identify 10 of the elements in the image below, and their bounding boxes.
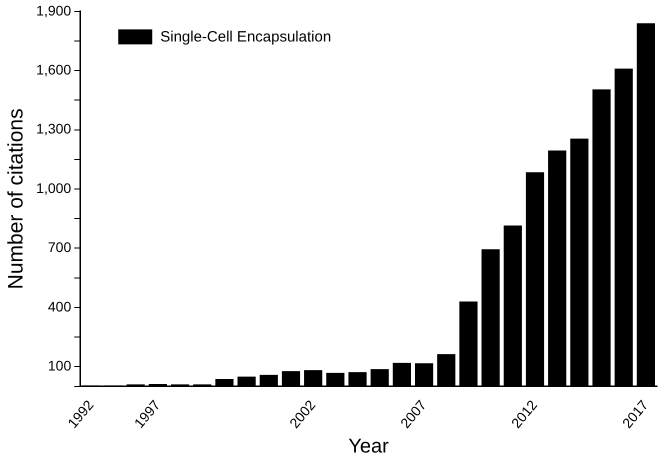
y-tick-label: 1,000 [36, 180, 72, 196]
y-axis-title: Number of citations [4, 108, 28, 290]
y-tick-label: 700 [48, 239, 72, 256]
y-tick-label: 1,300 [36, 120, 72, 137]
y-tick-label: 1,600 [36, 61, 72, 78]
y-tick-label: 400 [48, 298, 72, 314]
y-tick-label: 100 [48, 357, 72, 374]
y-tick-label: 1,900 [36, 2, 72, 18]
x-axis-title: Year [348, 436, 390, 458]
legend-label: Single-Cell Encapsulation [160, 28, 332, 46]
